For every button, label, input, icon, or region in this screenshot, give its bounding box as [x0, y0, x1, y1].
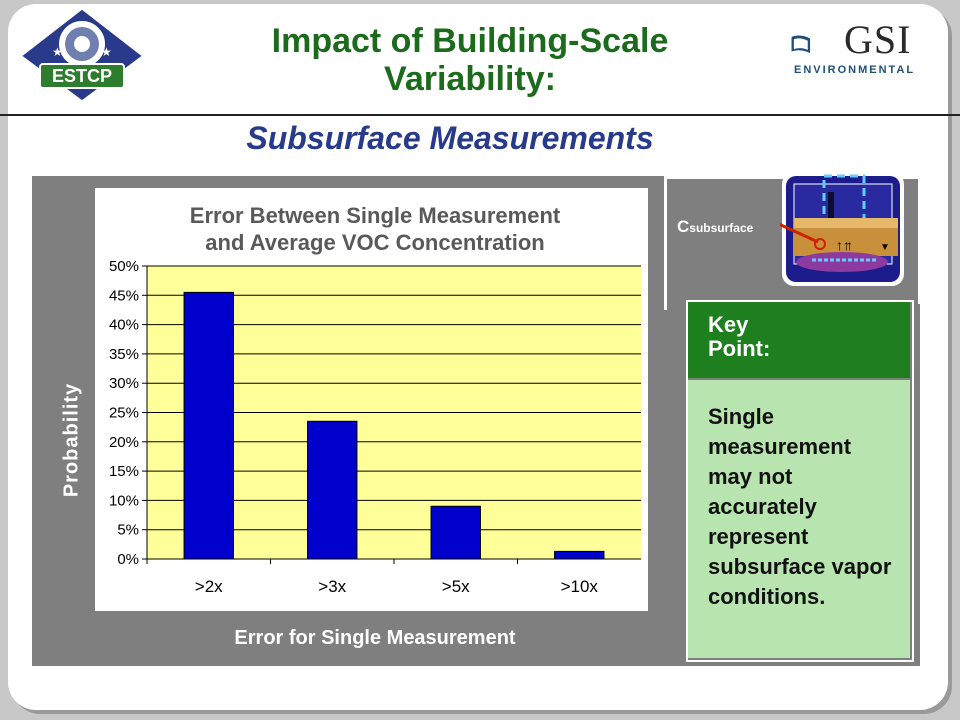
- y-tick-label: 20%: [109, 434, 139, 451]
- x-tick-label: >5x: [442, 577, 470, 596]
- y-axis-label: Probability: [60, 382, 83, 498]
- key-point-title: Key Point:: [708, 312, 771, 361]
- estcp-logo-text: ESTCP: [52, 66, 112, 86]
- y-tick-label: 15%: [109, 463, 139, 480]
- bar: [554, 550, 605, 560]
- y-tick-label: 40%: [109, 317, 139, 334]
- svg-text:★: ★: [98, 93, 107, 104]
- title-line-1: Impact of Building-Scale: [271, 22, 669, 60]
- title-line-2: Variability:: [384, 60, 556, 98]
- gsi-logo-subtext: ENVIRONMENTAL: [794, 64, 916, 76]
- svg-text:★: ★: [56, 93, 65, 104]
- svg-text:▼: ▼: [880, 242, 890, 253]
- y-tick-label: 50%: [109, 258, 139, 275]
- svg-text:★: ★: [101, 45, 112, 59]
- key-point-header: [688, 302, 910, 378]
- bar-chart: 0% 5% 10% 15% 20% 25% 30% 35% 40% 45% 50% >2x >3x >5x…: [109, 258, 641, 596]
- svg-text:★: ★: [52, 45, 63, 59]
- gsi-book-icon: [791, 35, 811, 54]
- bar: [430, 505, 481, 560]
- y-tick-label: 0%: [117, 551, 139, 568]
- gsi-logo-text: GSI: [844, 17, 912, 62]
- subsurface-diagram-icon: ↑↑ ↑ ▼: [780, 172, 904, 286]
- subsurface-subscript: subsurface: [689, 221, 754, 235]
- chart-title: Error Between Single Measurement and Ave…: [110, 202, 640, 256]
- y-tick-label: 30%: [109, 375, 139, 392]
- y-tick-label: 45%: [109, 287, 139, 304]
- estcp-logo: ★ ★ ★ ★ ESTCP: [17, 6, 147, 104]
- y-tick-label: 25%: [109, 405, 139, 422]
- svg-text:↑↑: ↑↑: [836, 237, 850, 253]
- x-tick-label: >2x: [195, 577, 223, 596]
- x-axis-label: Error for Single Measurement: [234, 627, 516, 649]
- key-point-text: Single measurement may not accurately re…: [708, 404, 892, 609]
- chart-title-line-2: and Average VOC Concentration: [205, 230, 545, 255]
- y-tick-label: 10%: [109, 492, 139, 509]
- x-tick-label: >3x: [318, 577, 346, 596]
- c-subsurface-label: Csubsurface: [677, 217, 753, 237]
- page-subtitle: Subsurface Measurements: [246, 120, 654, 156]
- x-tick-label: >10x: [561, 577, 599, 596]
- header-divider: [0, 114, 960, 116]
- key-point-body: [688, 380, 910, 658]
- key-point-box: [686, 300, 914, 662]
- y-tick-label: 35%: [109, 346, 139, 363]
- bar: [307, 420, 358, 560]
- page-title: Impact of Building-Scale Variability:: [170, 22, 770, 98]
- bar: [183, 291, 234, 560]
- y-tick-label: 5%: [117, 522, 139, 539]
- chart-title-line-1: Error Between Single Measurement: [189, 203, 561, 228]
- svg-text:↑: ↑: [846, 237, 853, 253]
- c-label: C: [677, 217, 690, 236]
